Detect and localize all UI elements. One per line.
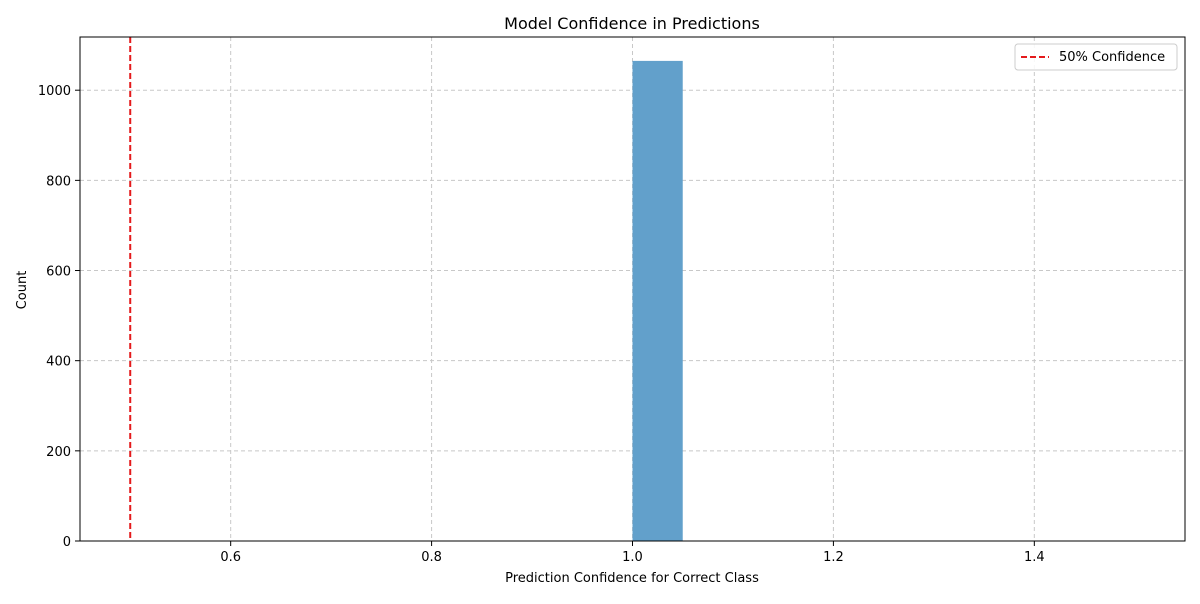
x-axis-label: Prediction Confidence for Correct Class [505, 571, 759, 586]
y-tick-label: 1000 [38, 84, 71, 99]
x-tick-label: 1.0 [622, 550, 643, 565]
y-tick-label: 800 [46, 174, 71, 189]
legend: 50% Confidence [1014, 43, 1178, 71]
x-axis-ticks: 0.6 0.8 1.0 1.2 1.4 [220, 541, 1045, 565]
x-tick-label: 1.2 [823, 550, 844, 565]
y-tick-label: 0 [63, 535, 71, 550]
y-axis-label: Count [15, 271, 30, 310]
y-axis-ticks: 0 200 400 600 800 1000 [38, 84, 80, 550]
y-tick-label: 200 [46, 445, 71, 460]
histogram-bar [632, 60, 683, 541]
chart-title: Model Confidence in Predictions [504, 14, 760, 33]
legend-box [1014, 43, 1178, 71]
x-tick-label: 0.8 [421, 550, 442, 565]
y-tick-label: 600 [46, 265, 71, 280]
x-tick-label: 0.6 [220, 550, 241, 565]
x-tick-label: 1.4 [1024, 550, 1045, 565]
y-tick-label: 400 [46, 355, 71, 370]
histogram-bars [632, 60, 683, 541]
legend-label: 50% Confidence [1059, 50, 1165, 65]
